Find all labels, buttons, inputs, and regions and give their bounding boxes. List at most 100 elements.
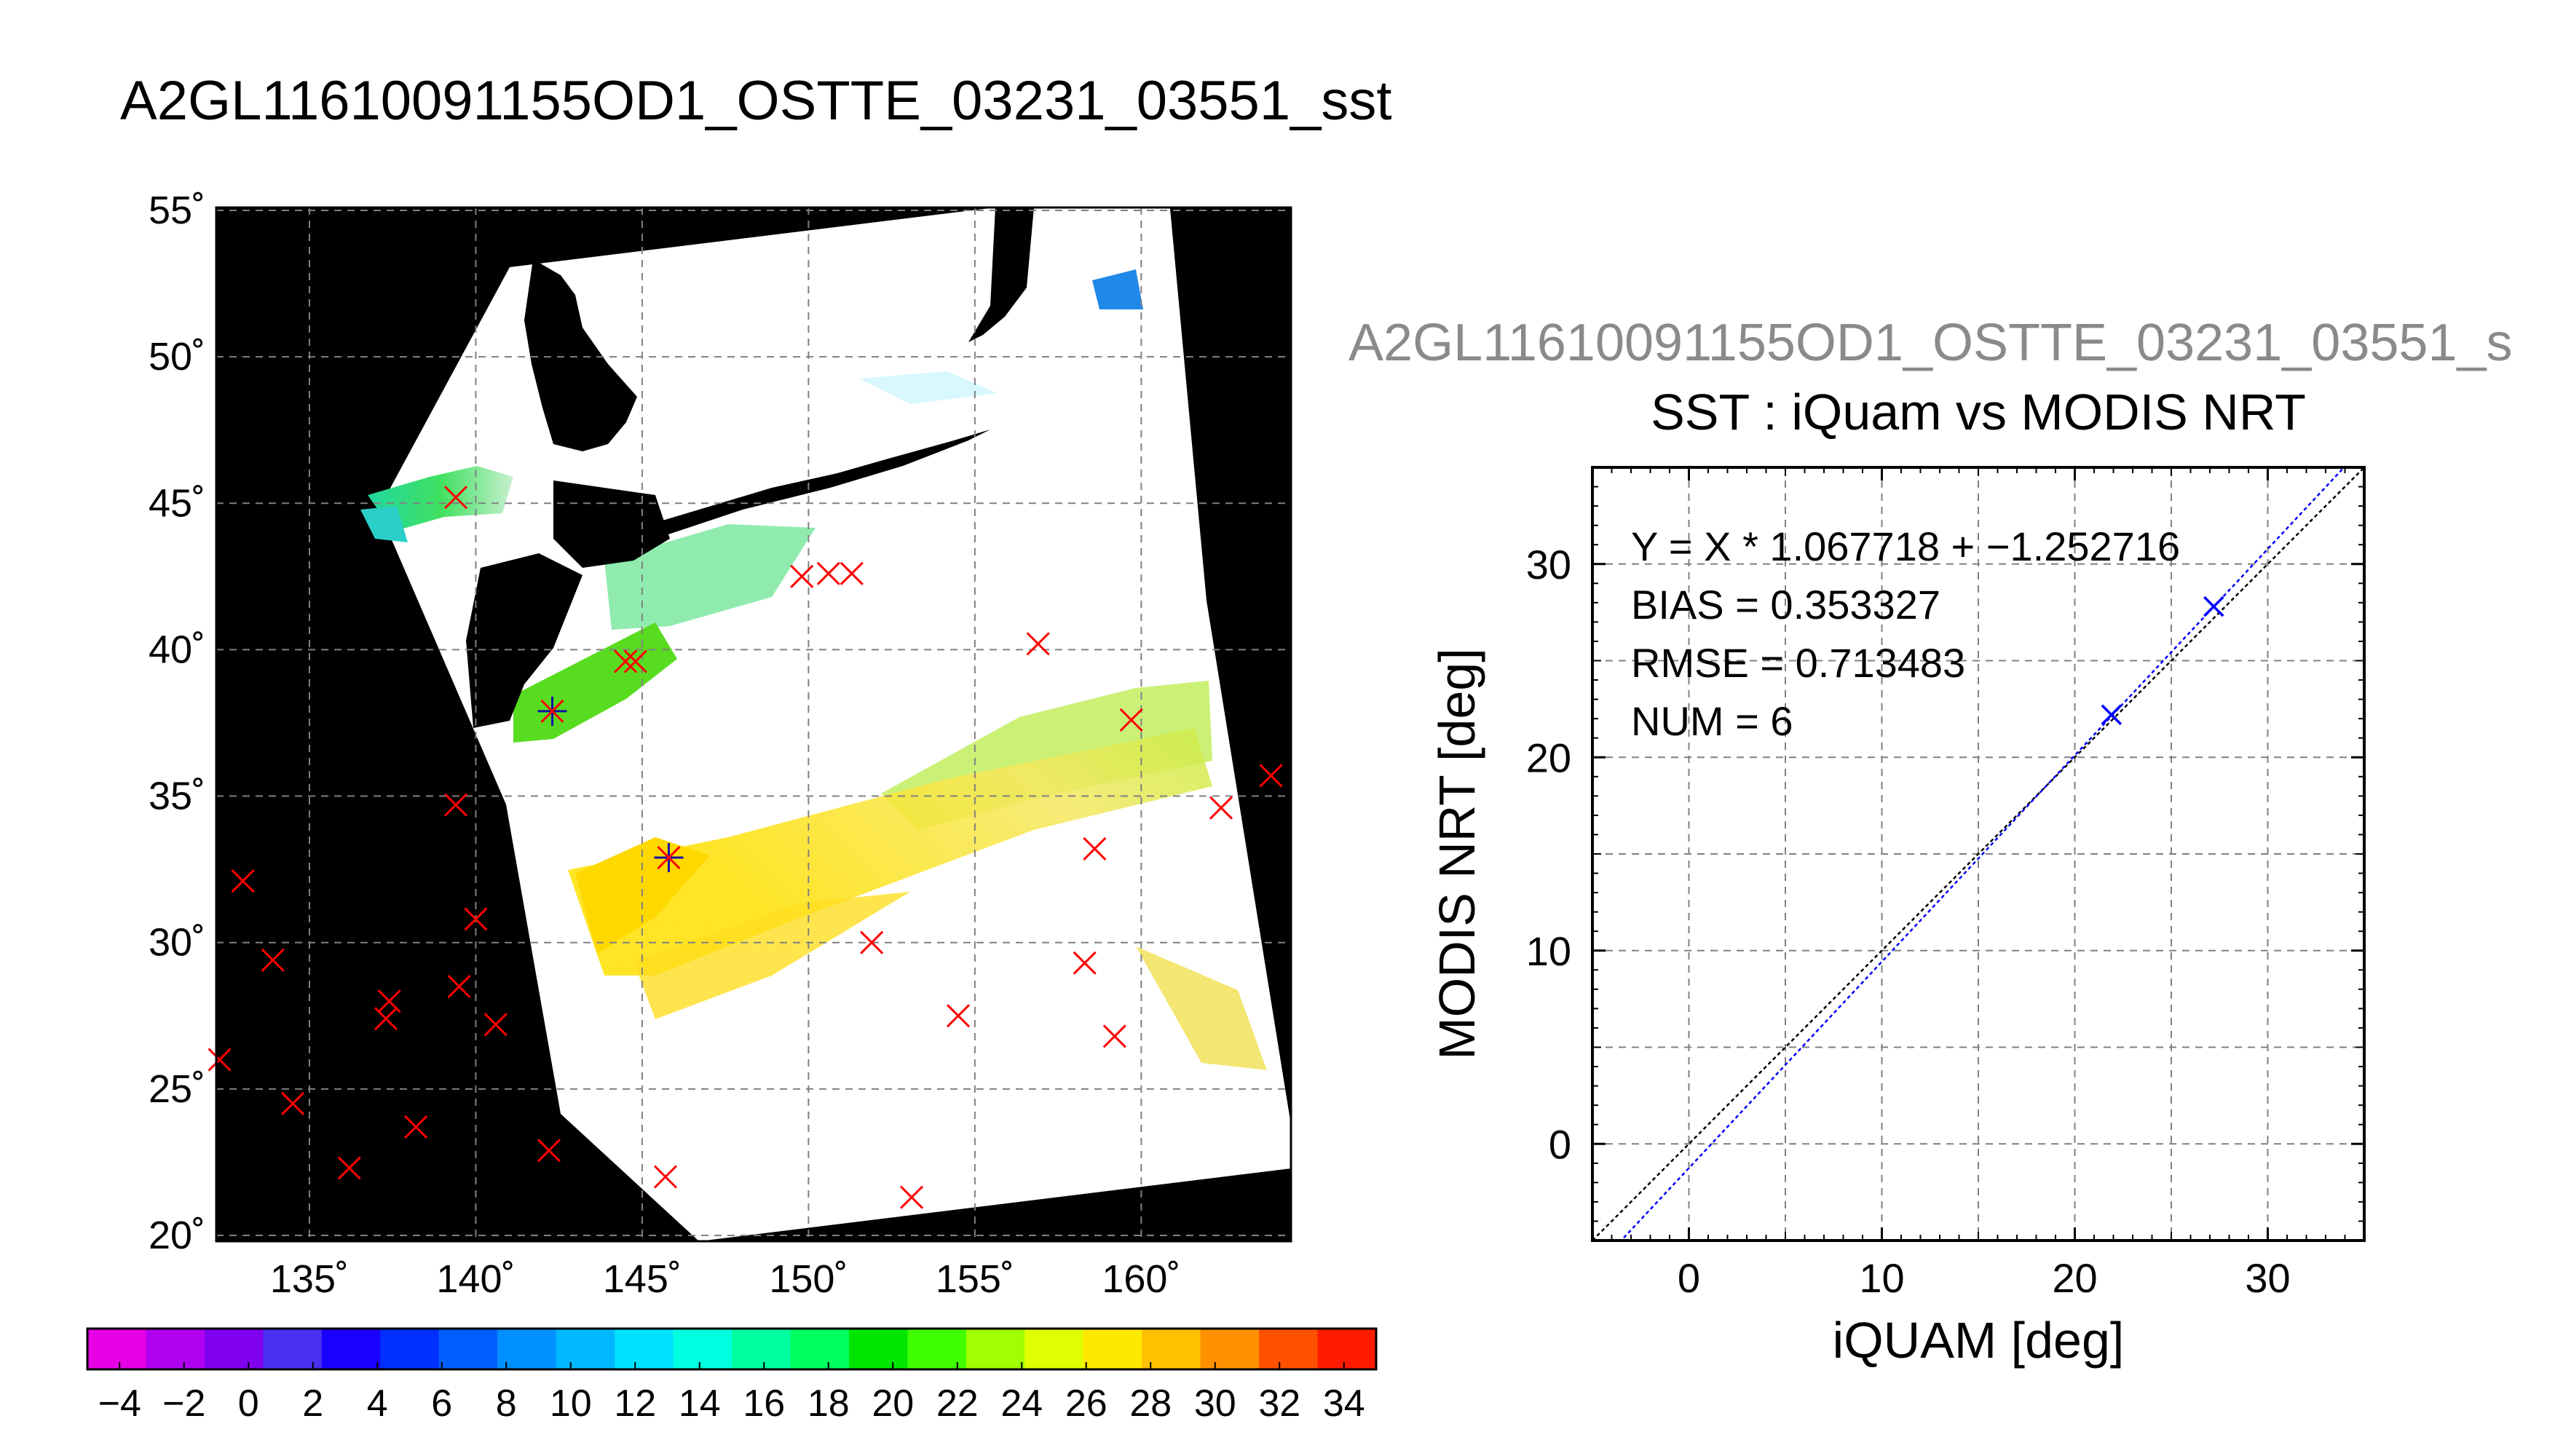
insitu-point-marker [404, 1115, 428, 1139]
insitu-point-marker [537, 696, 567, 726]
colorbar-swatch [380, 1329, 440, 1369]
insitu-point-marker [654, 843, 684, 873]
colorbar-tick-label: 26 [1065, 1382, 1107, 1425]
scatter-lines [1592, 467, 2364, 1241]
lon-tick-label: 140˚ [436, 1257, 515, 1301]
map-grid [216, 207, 1291, 1241]
colorbar-tick-label: 10 [550, 1382, 592, 1425]
colorbar-swatch [673, 1329, 732, 1369]
identity-line [1592, 467, 2364, 1241]
insitu-point-marker [653, 1165, 677, 1189]
colorbar-tick-label: −4 [98, 1382, 141, 1425]
colorbar-swatch [1024, 1329, 1084, 1369]
lat-tick-label: 30˚ [149, 921, 205, 965]
lat-tick-label: 20˚ [149, 1214, 205, 1257]
lat-tick-label: 35˚ [149, 775, 205, 818]
colorbar-swatch [1317, 1329, 1377, 1369]
colorbar-swatch [732, 1329, 791, 1369]
colorbar-swatch [615, 1329, 674, 1369]
scatter-grid [1592, 467, 2364, 1241]
colorbar-swatch [1259, 1329, 1319, 1369]
insitu-point-marker [860, 930, 884, 954]
colorbar-swatch [965, 1329, 1025, 1369]
lon-tick-label: 160˚ [1102, 1257, 1180, 1301]
insitu-points [208, 486, 1283, 1209]
scatter-point [2203, 596, 2224, 617]
lat-tick-label: 50˚ [149, 335, 205, 379]
colorbar-swatch [321, 1329, 381, 1369]
insitu-point-marker [261, 948, 285, 972]
colorbar-swatch [87, 1329, 146, 1369]
sst-band-yellow [568, 728, 1212, 976]
colorbar-tick-label: 34 [1323, 1382, 1365, 1425]
main-title: A2GL11610091155OD1_OSTTE_03231_03551_sst [120, 70, 1392, 132]
sst-patch-blue [1092, 269, 1143, 309]
scatter-title: SST : iQuam vs MODIS NRT [1651, 384, 2306, 440]
insitu-point-marker [840, 561, 864, 585]
colorbar-tick-label: 12 [614, 1382, 656, 1425]
colorbar-swatch [438, 1329, 498, 1369]
colorbar-tick-label: 2 [302, 1382, 323, 1425]
sst-patch-cyan [360, 506, 408, 542]
sst-patch-pale-cyan [859, 371, 998, 404]
sst-map-chart: 135˚ 140˚ 145˚ 150˚ 155˚ 160˚ 55˚ 50˚ 45˚ 40˚ 35˚… [86, 189, 1378, 1425]
x-tick-label: 0 [1678, 1255, 1700, 1301]
insitu-point-marker [1083, 836, 1107, 861]
colorbar-tick-label: 20 [872, 1382, 914, 1425]
colorbar-swatch [1083, 1329, 1142, 1369]
stats-line: BIAS = 0.353327 [1631, 582, 1940, 628]
colorbar-tick-label: 16 [743, 1382, 785, 1425]
colorbar-tick-label: 28 [1129, 1382, 1172, 1425]
insitu-point-marker [946, 1004, 971, 1028]
land-honshu [466, 553, 583, 728]
scatter-chart: SST : iQuam vs MODIS NRT 0 10 20 300102030 … [1429, 384, 2366, 1369]
lat-tick-labels: 55˚ 50˚ 45˚ 40˚ 35˚ 30˚ 25˚ 20˚ [149, 189, 205, 1257]
colorbar-swatch [1142, 1329, 1201, 1369]
insitu-point-marker [614, 649, 638, 673]
insitu-point-marker [208, 1048, 232, 1072]
lat-tick-label: 55˚ [149, 189, 205, 232]
colorbar-swatch [556, 1329, 615, 1369]
y-tick-label: 20 [1526, 735, 1571, 780]
colorbar-tick-label: 4 [367, 1382, 388, 1425]
scatter-points [2101, 596, 2224, 726]
sst-patch-kuroshio-ext [604, 524, 816, 630]
colorbar-tick-label: 22 [936, 1382, 979, 1425]
y-tick-label: 10 [1526, 928, 1571, 974]
insitu-point-marker [790, 564, 814, 588]
colorbar-swatch [848, 1329, 908, 1369]
colorbar-swatch [146, 1329, 205, 1369]
land-sakhalin [524, 259, 637, 451]
insitu-point-marker [537, 1139, 561, 1163]
satellite-swath [379, 207, 1291, 1241]
insitu-point-marker [623, 649, 647, 673]
colorbar-tick-label: 24 [1000, 1382, 1043, 1425]
scatter-stats: Y = X * 1.067718 + −1.252716 BIAS = 0.353… [1631, 523, 2180, 744]
insitu-point-marker [1102, 1024, 1126, 1048]
lon-tick-label: 150˚ [769, 1257, 848, 1301]
insitu-point-marker [1073, 951, 1097, 975]
insitu-point-marker [1209, 796, 1233, 820]
map-frame [215, 206, 1292, 1243]
colorbar-tick-label: 0 [238, 1382, 259, 1425]
fit-line [1619, 467, 2345, 1241]
land-kamchatka [968, 207, 1034, 342]
lon-tick-label: 135˚ [270, 1257, 349, 1301]
colorbar-swatch [1200, 1329, 1260, 1369]
sst-patch-okhotsk-green [368, 466, 513, 531]
sst-patch-yellow-south [633, 892, 910, 1019]
scatter-ticks: 0 10 20 30 0 10 20 30 [1526, 467, 2365, 1301]
lat-tick-label: 45˚ [149, 481, 205, 525]
insitu-point-marker [816, 561, 840, 585]
x-axis-label: iQUAM [deg] [1833, 1312, 2125, 1369]
insitu-point-marker [443, 486, 468, 510]
colorbar-tick-label: −2 [162, 1382, 205, 1425]
insitu-point-marker [899, 1185, 924, 1209]
colorbar-tick-label: 6 [431, 1382, 452, 1425]
scatter-point [2101, 704, 2122, 726]
y-tick-label: 0 [1549, 1121, 1571, 1167]
lon-tick-label: 155˚ [936, 1257, 1014, 1301]
colorbar-swatch [790, 1329, 850, 1369]
colorbar-frame [86, 1327, 1378, 1371]
x-tick-label: 10 [1859, 1255, 1904, 1301]
